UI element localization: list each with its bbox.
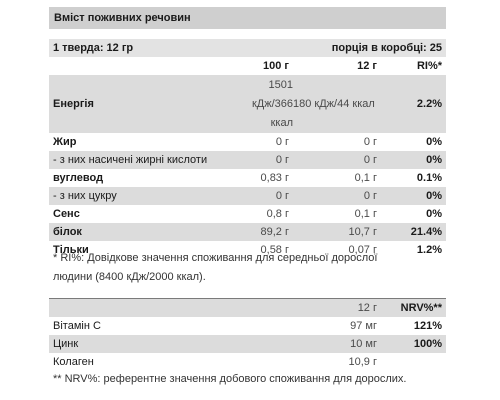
header-ri: RI%*	[416, 60, 442, 72]
vitamin-name: Вітамін C	[53, 320, 101, 332]
vitamin-nrv: 100%	[381, 335, 446, 353]
value-100g: 0,58 г	[260, 244, 289, 256]
table-header-row: 100 г 12 г RI%*	[49, 57, 446, 75]
value-ri: 21.4%	[381, 223, 446, 241]
table-row: Тільки 0,58 г 0,07 г 1.2%	[49, 241, 446, 259]
nutrient-name: вуглевод	[53, 172, 104, 184]
energy-100g-line1: 1501	[268, 78, 293, 91]
energy-12g: 180 кДж/44 ккал	[293, 75, 381, 133]
header-12g: 12 г	[293, 298, 381, 317]
nutrition-table: 1 тверда: 12 гр порція в коробці: 25 100…	[49, 39, 446, 259]
table-row: вуглевод 0,83 г 0,1 г 0.1%	[49, 169, 446, 187]
energy-100g-line3: ккал	[270, 116, 293, 129]
table-row: Вітамін C 97 мг 121%	[49, 317, 446, 335]
table-row: Сенс 0,8 г 0,1 г 0%	[49, 205, 446, 223]
value-ri: 0.1%	[416, 172, 442, 184]
vitamin-table: 12 г NRV%** Вітамін C 97 мг 121% Цинк 10…	[49, 298, 446, 371]
table-row: Колаген 10,9 г	[49, 353, 446, 371]
value-ri: 0%	[381, 187, 446, 205]
value-12g: 0,1 г	[354, 172, 377, 184]
nrv-footnote: ** NRV%: референтне значення добового сп…	[53, 373, 407, 385]
header-nrv: NRV%**	[381, 298, 446, 317]
header-empty	[49, 298, 293, 317]
value-ri: 0%	[426, 136, 442, 148]
value-12g: 0,1 г	[354, 208, 377, 220]
energy-100g-line2: кДж/366	[251, 97, 293, 110]
table-row: Цинк 10 мг 100%	[49, 335, 446, 353]
header-100g: 100 г	[263, 60, 289, 72]
ri-footnote-line1: * RI%: Довідкове значення споживання для…	[53, 252, 378, 264]
value-12g: 0 г	[363, 136, 377, 148]
value-100g: 0 г	[219, 187, 293, 205]
vitamin-nrv: 121%	[413, 320, 442, 332]
value-12g: 10,7 г	[293, 223, 381, 241]
vitamin-value: 97 мг	[350, 320, 377, 332]
nutrient-name: Тільки	[53, 244, 89, 256]
panel-title: Вміст поживних речовин	[49, 7, 446, 29]
nutrient-name: Сенс	[53, 208, 80, 220]
value-100g: 0 г	[275, 136, 289, 148]
table-row: білок 89,2 г 10,7 г 21.4%	[49, 223, 446, 241]
vitamin-header-row: 12 г NRV%**	[49, 298, 446, 317]
energy-100g: 1501 кДж/366 ккал	[219, 75, 293, 133]
header-empty	[49, 57, 219, 75]
value-100g: 89,2 г	[219, 223, 293, 241]
value-100g: 0 г	[219, 151, 293, 169]
value-12g: 0 г	[293, 151, 381, 169]
value-100g: 0,83 г	[260, 172, 289, 184]
vitamin-name: Цинк	[49, 335, 293, 353]
table-row: Жир 0 г 0 г 0%	[49, 133, 446, 151]
value-ri: 1.2%	[416, 244, 442, 256]
value-ri: 0%	[426, 208, 442, 220]
table-row: - з них цукру 0 г 0 г 0%	[49, 187, 446, 205]
nutrient-name: Енергія	[49, 75, 219, 133]
value-12g: 0 г	[293, 187, 381, 205]
portion-label: 1 тверда: 12 гр	[49, 39, 293, 57]
table-row: Енергія 1501 кДж/366 ккал 180 кДж/44 кка…	[49, 75, 446, 133]
vitamin-nrv	[381, 353, 446, 371]
portion-count: порція в коробці: 25	[293, 39, 446, 57]
vitamin-value: 10 мг	[293, 335, 381, 353]
nutrient-name: Жир	[53, 136, 77, 148]
nutrient-name: - з них насичені жирні кислоти	[49, 151, 219, 169]
ri-footnote: * RI%: Довідкове значення споживання для…	[49, 249, 446, 287]
nutrient-name: білок	[49, 223, 219, 241]
nutrient-name: - з них цукру	[49, 187, 219, 205]
value-100g: 0,8 г	[266, 208, 289, 220]
vitamin-value: 10,9 г	[348, 356, 377, 368]
value-ri: 0%	[381, 151, 446, 169]
value-12g: 0,07 г	[348, 244, 377, 256]
portion-row: 1 тверда: 12 гр порція в коробці: 25	[49, 39, 446, 57]
vitamin-name: Колаген	[53, 356, 94, 368]
table-row: - з них насичені жирні кислоти 0 г 0 г 0…	[49, 151, 446, 169]
header-12g: 12 г	[357, 60, 377, 72]
energy-ri: 2.2%	[381, 75, 446, 133]
ri-footnote-line2: людини (8400 кДж/2000 ккал).	[53, 271, 206, 283]
